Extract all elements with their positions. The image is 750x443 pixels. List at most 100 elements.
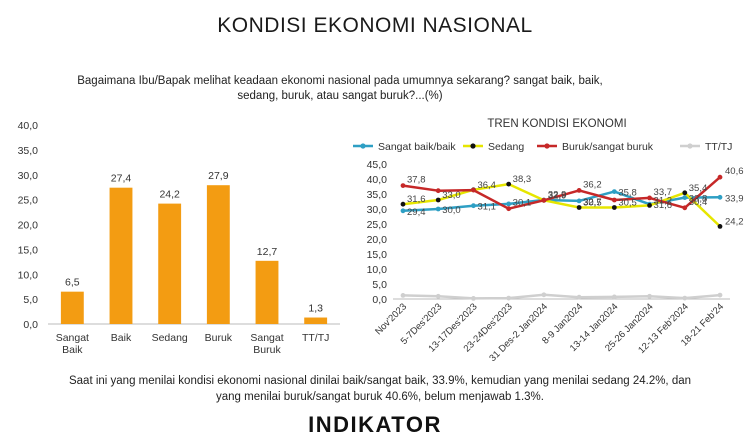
data-point: [400, 201, 406, 207]
y-tick-label: 5,0: [372, 279, 387, 291]
bar-chart: 0,0 5,0 10,0 15,0 20,0 25,0 30,0 35,0 40,0 6,5 San…: [18, 120, 340, 356]
data-label: 30,4: [689, 197, 708, 208]
bar-value-label: 24,2: [159, 189, 180, 201]
data-label: 37,8: [407, 175, 426, 186]
data-point: [717, 292, 723, 298]
x-tick-label: Sedang: [152, 332, 188, 344]
bar: [255, 260, 279, 324]
data-label: 31,6: [654, 200, 673, 211]
data-point: [506, 295, 512, 301]
x-tick-label: Buruk: [205, 332, 233, 344]
bar-value-label: 6,5: [65, 277, 80, 289]
y-tick-label: 30,0: [367, 204, 388, 216]
y-tick-label: 5,0: [23, 294, 38, 306]
data-label: 38,3: [513, 174, 532, 185]
data-label: 33,9: [725, 193, 744, 204]
bar: [206, 185, 230, 324]
x-tick-label: Baik: [111, 332, 132, 344]
legend-label: Buruk/sangat buruk: [562, 141, 654, 153]
data-label: 35,4: [689, 183, 708, 194]
data-point: [506, 206, 512, 212]
data-point: [682, 190, 688, 196]
bar-value-label: 27,9: [208, 170, 229, 182]
data-point: [647, 293, 652, 299]
bar-value-label: 27,4: [111, 173, 132, 185]
y-tick-label: 35,0: [367, 189, 388, 201]
question-line-1: Bagaimana Ibu/Bapak melihat keadaan ekon…: [77, 75, 603, 87]
data-point: [435, 197, 441, 203]
bar-value-label: 1,3: [308, 303, 323, 315]
data-point: [400, 183, 406, 188]
data-point: [717, 194, 723, 200]
y-tick-label: 40,0: [367, 174, 388, 186]
data-label: 32,9: [548, 189, 567, 200]
legend-marker: [544, 143, 550, 149]
y-tick-label: 0,0: [372, 294, 387, 306]
y-tick-label: 25,0: [367, 219, 388, 231]
legend-marker: [687, 143, 693, 149]
data-label: 30,5: [618, 198, 637, 209]
data-point: [647, 203, 652, 208]
data-point: [400, 293, 406, 298]
x-tick-label: Sangat: [56, 332, 89, 344]
data-point: [611, 189, 617, 194]
series-line: [402, 176, 721, 210]
y-tick-label: 30,0: [18, 170, 39, 182]
data-point: [682, 295, 688, 301]
summary-text: Saat ini yang menilai kondisi ekonomi na…: [40, 373, 720, 405]
data-point: [400, 208, 406, 214]
bar: [158, 203, 182, 324]
y-tick-label: 15,0: [18, 244, 39, 256]
line-chart-title: TREN KONDISI EKONOMI: [487, 118, 626, 130]
data-point: [576, 205, 582, 210]
data-label: 32,7: [583, 197, 602, 208]
data-point: [576, 188, 582, 193]
y-tick-label: 45,0: [367, 159, 388, 171]
data-label: 40,6: [725, 166, 744, 177]
x-tick-label: Buruk: [253, 344, 281, 356]
data-point: [471, 203, 476, 209]
data-label: 24,2: [725, 216, 744, 227]
data-label: 31,1: [477, 202, 496, 213]
data-point: [717, 224, 723, 229]
bar: [304, 317, 328, 324]
y-tick-label: 35,0: [18, 145, 39, 157]
y-tick-label: 10,0: [367, 264, 388, 276]
question-line-2: sedang, buruk, atau sangat buruk?...(%): [237, 90, 443, 102]
trend-line-chart: TREN KONDISI EKONOMI Sangat baik/baik Seda…: [353, 118, 744, 364]
data-point: [541, 292, 547, 298]
data-label: 33,8: [689, 194, 708, 205]
x-tick-label: Sangat: [250, 332, 283, 344]
x-tick-label: Nov'2023: [373, 301, 409, 337]
data-point: [682, 205, 688, 211]
summary-line-2: yang menilai buruk/sangat buruk 40.6%, b…: [216, 391, 544, 403]
data-point: [576, 294, 582, 300]
data-label: 31,2: [654, 195, 673, 206]
x-tick-label: Baik: [62, 344, 83, 356]
data-point: [471, 187, 476, 193]
page-title: KONDISI EKONOMI NASIONAL: [217, 14, 533, 37]
data-label: 33,7: [654, 187, 673, 198]
data-label: 30,5: [583, 198, 602, 209]
series-line: [402, 293, 721, 300]
y-tick-label: 0,0: [23, 319, 38, 331]
legend-marker: [470, 143, 476, 149]
data-label: 31,6: [407, 194, 426, 205]
y-tick-label: 25,0: [18, 195, 39, 207]
legend-marker: [360, 143, 366, 149]
y-tick-label: 40,0: [18, 120, 39, 132]
bar: [109, 187, 133, 324]
y-tick-label: 10,0: [18, 269, 39, 281]
data-point: [611, 294, 617, 300]
data-label: 33,0: [442, 190, 461, 201]
data-point: [435, 188, 441, 194]
data-point: [611, 205, 617, 210]
survey-question: Bagaimana Ibu/Bapak melihat keadaan ekon…: [70, 74, 610, 104]
data-point: [682, 195, 688, 200]
y-tick-label: 20,0: [367, 234, 388, 246]
data-point: [506, 201, 512, 207]
data-point: [611, 197, 617, 203]
data-label: 30,1: [513, 198, 532, 209]
data-point: [647, 195, 652, 201]
y-tick-label: 20,0: [18, 220, 39, 232]
